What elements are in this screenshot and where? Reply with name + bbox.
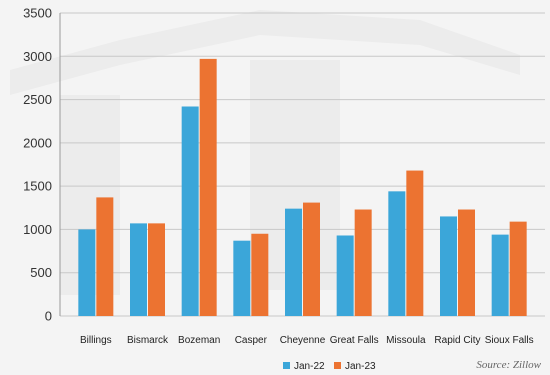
legend-swatch bbox=[334, 362, 341, 369]
y-axis: 0 500 1000 1500 2000 2500 3000 3500 bbox=[23, 6, 61, 324]
bar-jan-23-sioux-falls bbox=[509, 221, 527, 316]
bar-jan-22-missoula bbox=[388, 191, 406, 316]
y-tick-label: 3500 bbox=[23, 6, 52, 21]
bar-jan-22-great-falls bbox=[336, 235, 354, 316]
bar-jan-22-rapid-city bbox=[440, 216, 457, 316]
legend-swatch bbox=[283, 362, 290, 369]
legend-label: Jan-23 bbox=[345, 361, 376, 372]
bar-jan-22-bismarck bbox=[130, 223, 147, 316]
x-tick-label: Casper bbox=[235, 335, 268, 346]
bar-jan-23-great-falls bbox=[354, 209, 372, 316]
bars bbox=[78, 58, 527, 316]
bar-jan-23-bozeman bbox=[199, 58, 217, 316]
bar-jan-23-billings bbox=[96, 197, 114, 316]
x-tick-label: Billings bbox=[80, 335, 112, 346]
x-tick-label: Missoula bbox=[386, 335, 426, 346]
bar-jan-23-missoula bbox=[406, 170, 424, 316]
x-tick-label: Sioux Falls bbox=[485, 335, 534, 346]
bar-jan-22-cheyenne bbox=[285, 208, 302, 316]
y-tick-label: 0 bbox=[45, 309, 52, 324]
x-axis-labels: Billings Bismarck Bozeman Casper Cheyenne Gre… bbox=[80, 335, 534, 346]
x-tick-label: Rapid City bbox=[434, 335, 480, 346]
y-tick-label: 2500 bbox=[23, 92, 52, 107]
bar-jan-23-cheyenne bbox=[303, 202, 320, 316]
bar-jan-23-rapid-city bbox=[458, 209, 475, 316]
bar-jan-23-casper bbox=[251, 233, 269, 316]
bar-jan-22-billings bbox=[78, 229, 96, 316]
bar-jan-23-bismarck bbox=[148, 223, 165, 316]
legend: Jan-22 Jan-23 bbox=[283, 361, 376, 372]
x-tick-label: Bismarck bbox=[127, 335, 169, 346]
y-tick-label: 2000 bbox=[23, 135, 52, 150]
source-note: Source: Zillow bbox=[476, 359, 541, 371]
bar-jan-22-sioux-falls bbox=[491, 234, 509, 316]
x-tick-label: Bozeman bbox=[178, 335, 220, 346]
y-tick-label: 1000 bbox=[23, 222, 52, 237]
y-tick-label: 3000 bbox=[23, 49, 52, 64]
x-tick-label: Great Falls bbox=[330, 335, 379, 346]
y-tick-label: 1500 bbox=[23, 179, 52, 194]
legend-label: Jan-22 bbox=[294, 361, 325, 372]
y-tick-label: 500 bbox=[30, 265, 52, 280]
bar-jan-22-bozeman bbox=[181, 106, 199, 316]
x-tick-label: Cheyenne bbox=[280, 335, 326, 346]
bar-jan-22-casper bbox=[233, 240, 251, 316]
